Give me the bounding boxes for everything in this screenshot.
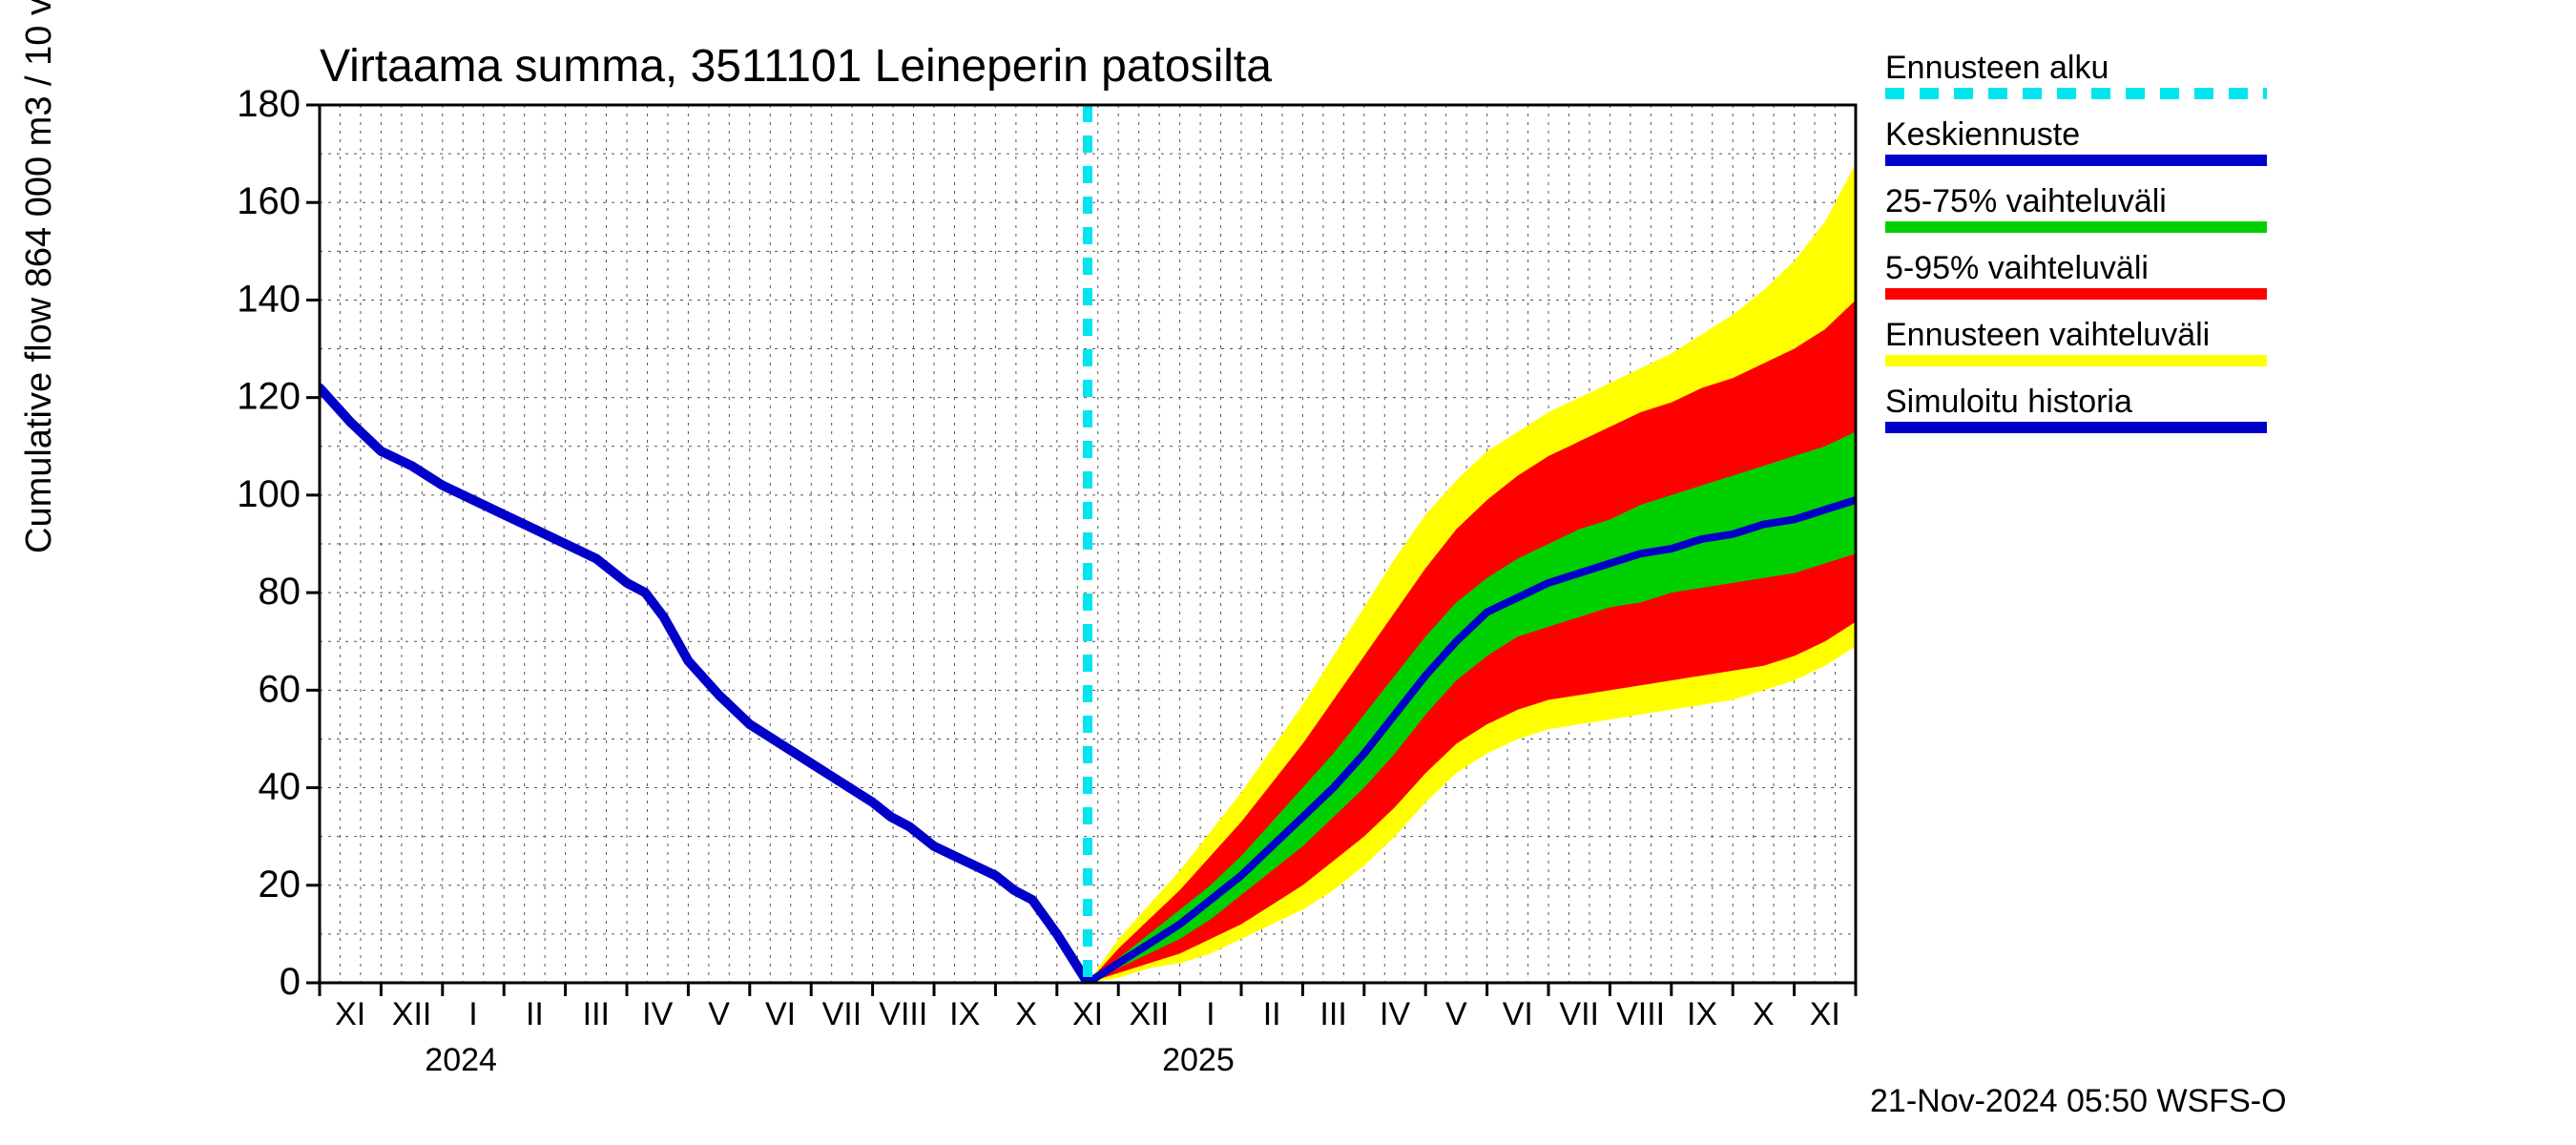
legend-item: Ennusteen alku	[1885, 50, 2553, 116]
svg-text:VI: VI	[1503, 996, 1533, 1032]
svg-text:120: 120	[237, 376, 301, 418]
timestamp: 21-Nov-2024 05:50 WSFS-O	[1870, 1083, 2287, 1120]
svg-text:V: V	[708, 996, 730, 1032]
svg-text:I: I	[468, 996, 477, 1032]
svg-text:2024: 2024	[425, 1042, 497, 1078]
legend-swatch	[1885, 421, 2267, 434]
legend-item: Keskiennuste	[1885, 116, 2553, 183]
legend-item: Simuloitu historia	[1885, 384, 2553, 450]
svg-text:0: 0	[280, 961, 301, 1003]
svg-text:100: 100	[237, 473, 301, 515]
svg-text:40: 40	[259, 766, 301, 808]
svg-text:X: X	[1015, 996, 1037, 1032]
legend-swatch	[1885, 154, 2267, 167]
legend-swatch	[1885, 87, 2267, 100]
legend-label: Simuloitu historia	[1885, 384, 2132, 421]
svg-text:XI: XI	[1072, 996, 1103, 1032]
legend-label: 25-75% vaihteluväli	[1885, 183, 2167, 220]
svg-text:X: X	[1753, 996, 1775, 1032]
legend-item: Ennusteen vaihteluväli	[1885, 317, 2553, 384]
svg-text:XII: XII	[1130, 996, 1170, 1032]
legend: Ennusteen alku Keskiennuste 25-75% vaihtel…	[1885, 50, 2553, 450]
legend-label: Ennusteen alku	[1885, 50, 2109, 87]
svg-text:160: 160	[237, 180, 301, 222]
svg-text:140: 140	[237, 278, 301, 320]
legend-label: Keskiennuste	[1885, 116, 2080, 154]
svg-text:IX: IX	[949, 996, 980, 1032]
svg-text:VI: VI	[765, 996, 796, 1032]
svg-text:II: II	[526, 996, 544, 1032]
svg-text:XI: XI	[335, 996, 365, 1032]
svg-text:V: V	[1445, 996, 1467, 1032]
legend-label: 5-95% vaihteluväli	[1885, 250, 2149, 287]
svg-text:I: I	[1206, 996, 1215, 1032]
legend-item: 5-95% vaihteluväli	[1885, 250, 2553, 317]
svg-text:IV: IV	[1380, 996, 1410, 1032]
svg-text:20: 20	[259, 864, 301, 906]
chart-container: Virtaama summa, 3511101 Leineperin patos…	[0, 0, 2576, 1145]
y-axis-label: Cumulative flow 864 000 m3 / 10 vrky	[19, 0, 60, 553]
svg-text:2025: 2025	[1162, 1042, 1235, 1078]
svg-text:IV: IV	[642, 996, 673, 1032]
svg-text:VIII: VIII	[1616, 996, 1665, 1032]
svg-text:III: III	[1319, 996, 1346, 1032]
svg-text:IX: IX	[1687, 996, 1717, 1032]
svg-text:60: 60	[259, 668, 301, 710]
svg-text:80: 80	[259, 571, 301, 613]
svg-text:VII: VII	[1559, 996, 1599, 1032]
legend-label: Ennusteen vaihteluväli	[1885, 317, 2210, 354]
legend-item: 25-75% vaihteluväli	[1885, 183, 2553, 250]
chart-title: Virtaama summa, 3511101 Leineperin patos…	[320, 40, 1272, 93]
legend-swatch	[1885, 287, 2267, 301]
svg-text:VIII: VIII	[879, 996, 927, 1032]
svg-text:VII: VII	[822, 996, 862, 1032]
svg-text:180: 180	[237, 83, 301, 125]
legend-swatch	[1885, 220, 2267, 234]
svg-text:XI: XI	[1810, 996, 1840, 1032]
svg-text:III: III	[583, 996, 610, 1032]
legend-swatch	[1885, 354, 2267, 367]
svg-text:XII: XII	[392, 996, 432, 1032]
svg-text:II: II	[1263, 996, 1281, 1032]
